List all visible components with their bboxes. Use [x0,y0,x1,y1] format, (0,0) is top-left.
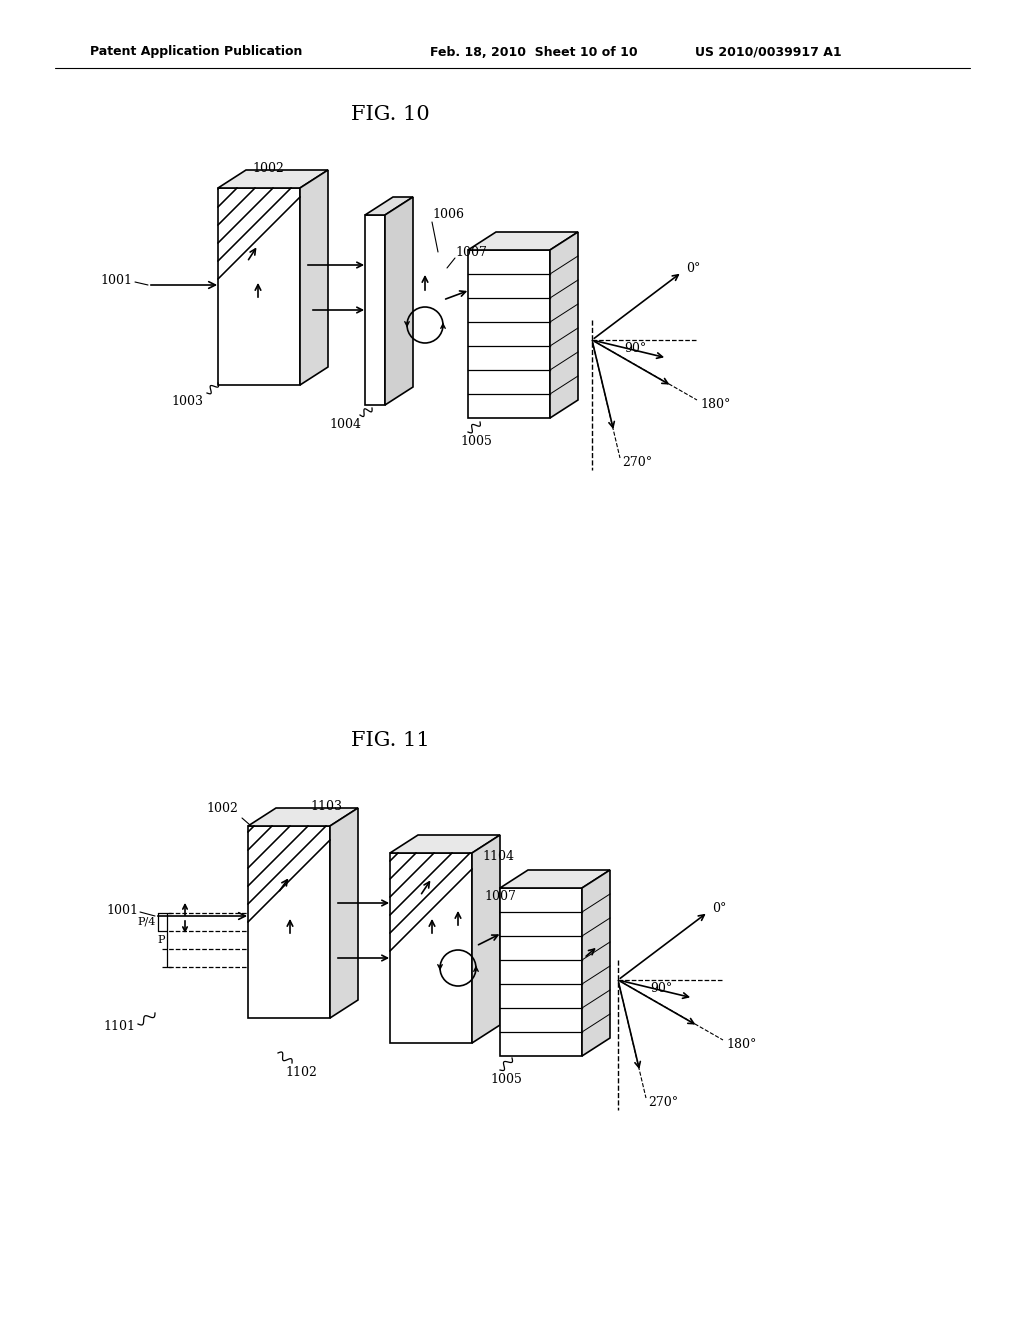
Text: 1001: 1001 [106,903,138,916]
Text: FIG. 11: FIG. 11 [350,730,429,750]
Text: 1005: 1005 [460,436,492,447]
Polygon shape [385,197,413,405]
Polygon shape [468,232,578,249]
Polygon shape [365,197,413,215]
Polygon shape [218,170,328,187]
Polygon shape [248,826,330,1018]
Text: 270°: 270° [648,1096,678,1109]
Text: 1007: 1007 [455,246,486,259]
Text: 90°: 90° [650,982,672,994]
Text: 270°: 270° [622,455,652,469]
Text: 1103: 1103 [310,800,342,813]
Text: 1104: 1104 [482,850,514,862]
Polygon shape [300,170,328,385]
Text: 0°: 0° [712,902,726,915]
Polygon shape [218,187,300,385]
Text: 1004: 1004 [329,418,361,432]
Polygon shape [500,870,610,888]
Polygon shape [582,870,610,1056]
Polygon shape [390,853,472,1043]
Polygon shape [472,836,500,1043]
Text: 180°: 180° [700,397,730,411]
Polygon shape [248,808,358,826]
Text: 1002: 1002 [252,162,284,176]
Text: P: P [158,935,165,945]
Text: 1101: 1101 [103,1019,135,1032]
Text: 1003: 1003 [171,395,203,408]
Polygon shape [468,249,550,418]
Text: 1002: 1002 [206,803,238,814]
Text: P/4: P/4 [137,917,156,927]
Text: Patent Application Publication: Patent Application Publication [90,45,302,58]
Text: 1001: 1001 [100,273,132,286]
Text: US 2010/0039917 A1: US 2010/0039917 A1 [695,45,842,58]
Polygon shape [550,232,578,418]
Polygon shape [365,215,385,405]
Polygon shape [390,836,500,853]
Text: 1102: 1102 [285,1067,316,1078]
Text: 180°: 180° [726,1038,757,1051]
Text: 1007: 1007 [484,890,516,903]
Text: 1005: 1005 [490,1073,522,1086]
Polygon shape [330,808,358,1018]
Polygon shape [500,888,582,1056]
Text: FIG. 10: FIG. 10 [350,106,429,124]
Text: 90°: 90° [624,342,646,355]
Text: Feb. 18, 2010  Sheet 10 of 10: Feb. 18, 2010 Sheet 10 of 10 [430,45,638,58]
Text: 1006: 1006 [432,209,464,222]
Text: 0°: 0° [686,261,700,275]
